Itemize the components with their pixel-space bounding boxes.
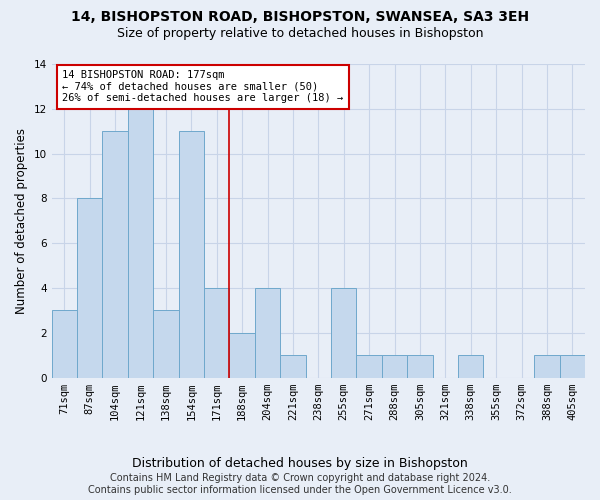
Bar bbox=[128, 109, 153, 378]
Bar bbox=[356, 355, 382, 378]
Text: Distribution of detached houses by size in Bishopston: Distribution of detached houses by size … bbox=[132, 458, 468, 470]
Text: 14, BISHOPSTON ROAD, BISHOPSTON, SWANSEA, SA3 3EH: 14, BISHOPSTON ROAD, BISHOPSTON, SWANSEA… bbox=[71, 10, 529, 24]
Text: Size of property relative to detached houses in Bishopston: Size of property relative to detached ho… bbox=[117, 28, 483, 40]
Bar bbox=[407, 355, 433, 378]
Bar bbox=[458, 355, 484, 378]
Text: Contains HM Land Registry data © Crown copyright and database right 2024.
Contai: Contains HM Land Registry data © Crown c… bbox=[88, 474, 512, 495]
Bar bbox=[229, 333, 255, 378]
Text: 14 BISHOPSTON ROAD: 177sqm
← 74% of detached houses are smaller (50)
26% of semi: 14 BISHOPSTON ROAD: 177sqm ← 74% of deta… bbox=[62, 70, 344, 104]
Bar bbox=[382, 355, 407, 378]
Bar bbox=[77, 198, 103, 378]
Bar bbox=[103, 131, 128, 378]
Bar bbox=[52, 310, 77, 378]
Y-axis label: Number of detached properties: Number of detached properties bbox=[15, 128, 28, 314]
Bar bbox=[255, 288, 280, 378]
Bar bbox=[204, 288, 229, 378]
Bar bbox=[179, 131, 204, 378]
Bar bbox=[331, 288, 356, 378]
Bar bbox=[534, 355, 560, 378]
Bar bbox=[280, 355, 305, 378]
Bar bbox=[560, 355, 585, 378]
Bar bbox=[153, 310, 179, 378]
